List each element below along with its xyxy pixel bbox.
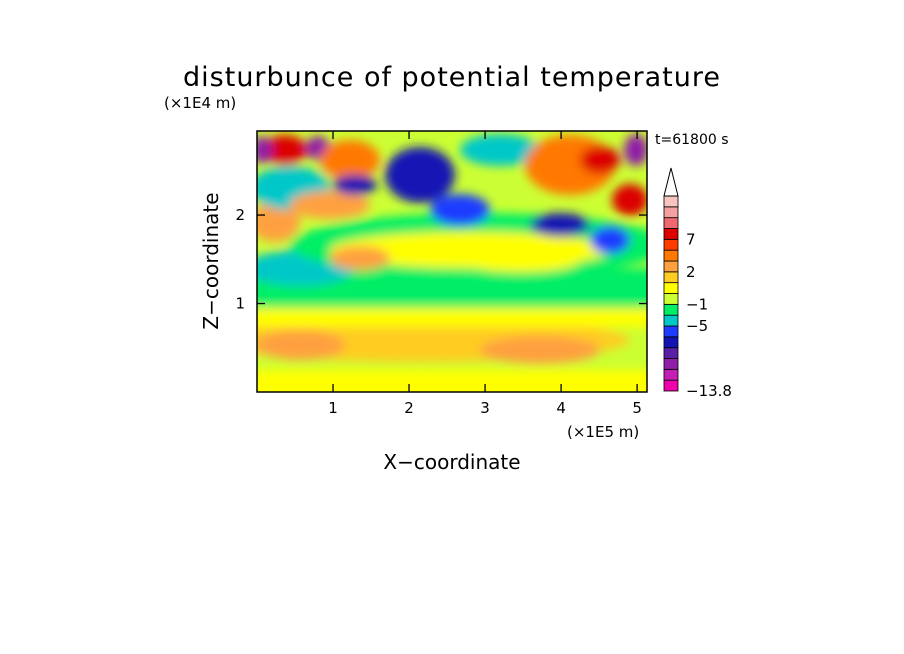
colorbar-swatch [663, 260, 679, 273]
colorbar-swatch [663, 325, 679, 338]
colorbar-label: −5 [686, 317, 708, 335]
colorbar-label: −1 [686, 295, 708, 313]
colorbar: −13.8 −5 −1 2 7 [663, 167, 732, 400]
colorbar-swatch [663, 314, 679, 327]
y-tick-label: 1 [235, 295, 245, 313]
band-orange-top-2 [290, 191, 370, 219]
colorbar-label: 7 [686, 230, 696, 248]
colorbar-swatch [663, 368, 679, 381]
band-blue-center-2 [430, 194, 490, 226]
colorbar-swatch [663, 293, 679, 305]
band-blue-right [530, 213, 590, 237]
time-label: t=61800 s [655, 132, 729, 148]
band-blue-right-2 [590, 226, 630, 254]
x-tick-label: 3 [480, 399, 490, 417]
x-tick-label: 2 [404, 399, 414, 417]
colorbar-swatch [663, 303, 679, 316]
y-axis-title: Z−coordinate [199, 192, 223, 329]
band-red-left [263, 135, 307, 165]
x-tick-label: 5 [632, 399, 642, 417]
band-blue-upper [333, 175, 377, 195]
band-lower-yellow [257, 370, 647, 392]
x-axis: 1 2 3 4 5 [328, 131, 642, 417]
colorbar-label: 2 [686, 263, 696, 281]
band-orange-top [320, 140, 380, 180]
colorbar-swatch [663, 379, 679, 392]
colorbar-swatch [663, 238, 679, 251]
colorbar-swatch [663, 271, 679, 284]
band-lower-light-orange-2 [480, 336, 600, 364]
colorbar-swatch [663, 249, 679, 262]
band-red-right-2 [612, 184, 647, 216]
colorbar-swatch [663, 282, 679, 294]
plot-frame [256, 130, 648, 393]
y-axis: 12 [235, 206, 647, 313]
colorbar-extend-arrow [663, 167, 679, 197]
x-unit-label: (×1E5 m) [567, 423, 639, 441]
y-tick-label: 2 [235, 206, 245, 224]
band-cyan-center [460, 134, 540, 166]
band-yellow-right [460, 248, 580, 272]
band-orange-upper [330, 246, 390, 270]
colorbar-swatch [663, 228, 679, 240]
contour-field [257, 131, 647, 392]
band-purple-left [257, 136, 272, 164]
band-yellow [257, 305, 647, 327]
band-red-right [580, 146, 620, 174]
colorbar-swatch [663, 347, 679, 359]
colorbar-swatch [663, 358, 679, 370]
x-tick-label: 1 [328, 399, 338, 417]
x-tick-label: 4 [556, 399, 566, 417]
colorbar-swatch [663, 195, 679, 208]
colorbar-swatch [663, 336, 679, 349]
chart-title: disturbunce of potential temperature [183, 62, 721, 93]
band-blue-center [385, 147, 455, 203]
colorbar-swatch [663, 206, 679, 219]
band-purple-right [624, 134, 647, 166]
colorbar-swatch [663, 217, 679, 229]
colorbar-label: −13.8 [686, 382, 732, 400]
band-lower-light-orange [257, 330, 345, 360]
band-orange-left [257, 202, 300, 242]
y-unit-label: (×1E4 m) [164, 94, 236, 112]
x-axis-title: X−coordinate [383, 450, 520, 474]
